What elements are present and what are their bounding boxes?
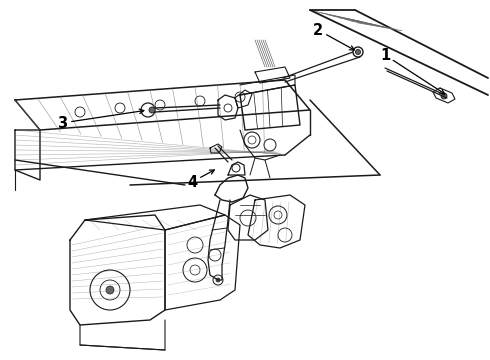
- Circle shape: [441, 93, 447, 99]
- Text: 3: 3: [57, 116, 67, 131]
- Circle shape: [244, 132, 260, 148]
- Circle shape: [100, 280, 120, 300]
- Circle shape: [353, 47, 363, 57]
- Circle shape: [187, 237, 203, 253]
- Circle shape: [278, 228, 292, 242]
- Circle shape: [209, 249, 221, 261]
- Circle shape: [235, 92, 245, 102]
- Circle shape: [213, 275, 223, 285]
- Circle shape: [356, 50, 361, 54]
- Circle shape: [224, 104, 232, 112]
- Text: 1: 1: [380, 48, 390, 63]
- Circle shape: [232, 164, 240, 172]
- Circle shape: [216, 278, 220, 282]
- Circle shape: [195, 96, 205, 106]
- Text: 4: 4: [187, 175, 197, 189]
- Circle shape: [115, 103, 125, 113]
- Circle shape: [106, 286, 114, 294]
- Circle shape: [269, 206, 287, 224]
- Circle shape: [149, 107, 155, 113]
- Circle shape: [274, 211, 282, 219]
- Text: 2: 2: [313, 23, 323, 37]
- Circle shape: [155, 100, 165, 110]
- Circle shape: [90, 270, 130, 310]
- Circle shape: [248, 136, 256, 144]
- Circle shape: [75, 107, 85, 117]
- Circle shape: [183, 258, 207, 282]
- Circle shape: [190, 265, 200, 275]
- Circle shape: [240, 210, 256, 226]
- Circle shape: [264, 139, 276, 151]
- Circle shape: [141, 103, 155, 117]
